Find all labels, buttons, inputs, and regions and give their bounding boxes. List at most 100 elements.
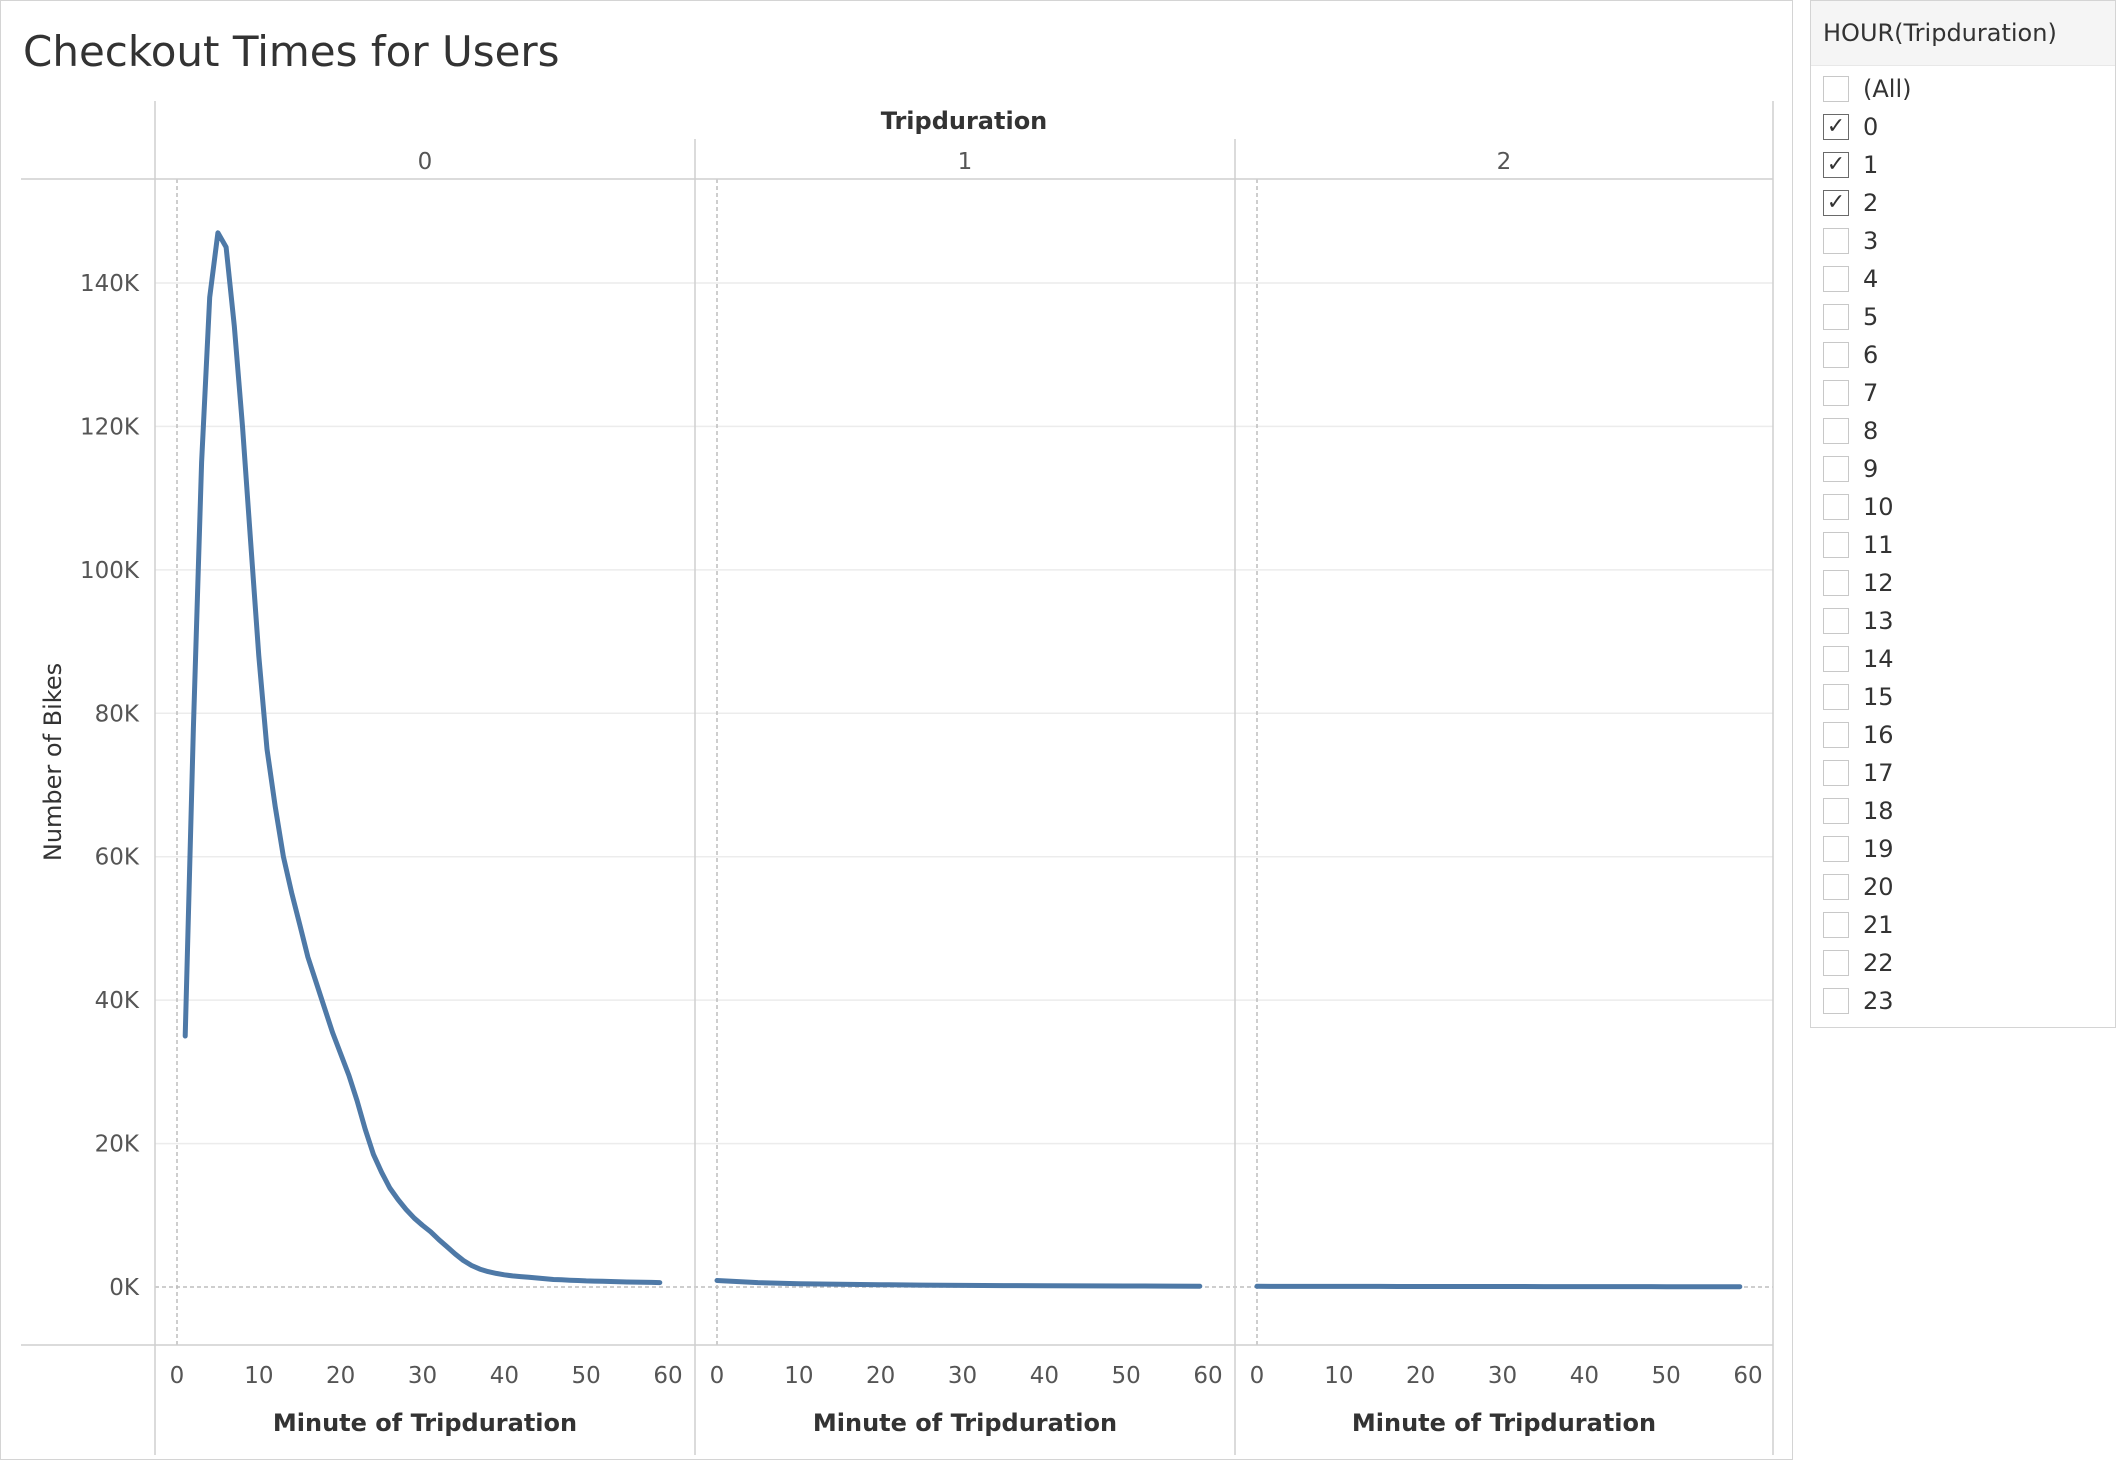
- filter-item[interactable]: ✓5: [1811, 298, 2115, 336]
- filter-item[interactable]: ✓10: [1811, 488, 2115, 526]
- x-tick-label: 20: [326, 1363, 355, 1389]
- filter-item[interactable]: ✓9: [1811, 450, 2115, 488]
- x-axis-title: Minute of Tripduration: [813, 1409, 1117, 1437]
- filter-item-label: 8: [1863, 417, 1878, 445]
- y-tick-label: 100K: [80, 558, 140, 584]
- filter-item[interactable]: ✓6: [1811, 336, 2115, 374]
- x-tick-label: 40: [1570, 1363, 1599, 1389]
- x-tick-label: 20: [866, 1363, 895, 1389]
- filter-item[interactable]: ✓ 12: [1811, 564, 2115, 602]
- filter-checkbox[interactable]: ✓: [1823, 190, 1849, 216]
- filter-item[interactable]: ✓ 15: [1811, 678, 2115, 716]
- filter-item[interactable]: ✓ 11: [1811, 526, 2115, 564]
- filter-item[interactable]: ✓ 20: [1811, 868, 2115, 906]
- filter-item-label: 0: [1863, 113, 1878, 141]
- filter-item[interactable]: ✓ 23: [1811, 982, 2115, 1020]
- x-axis-title: Minute of Tripduration: [273, 1409, 577, 1437]
- filter-item-label: 11: [1863, 531, 1894, 559]
- filter-item-label: 15: [1863, 683, 1894, 711]
- x-tick-label: 30: [408, 1363, 437, 1389]
- panel-header-label: 2: [1497, 149, 1512, 175]
- filter-checkbox[interactable]: ✓: [1823, 76, 1849, 102]
- filter-item[interactable]: ✓4: [1811, 260, 2115, 298]
- y-tick-label: 20K: [95, 1132, 140, 1158]
- x-tick-label: 30: [1488, 1363, 1517, 1389]
- filter-item-label: 9: [1863, 455, 1878, 483]
- panel-header-label: 0: [418, 149, 433, 175]
- filter-checkbox[interactable]: ✓: [1823, 494, 1849, 520]
- x-tick-label: 40: [1030, 1363, 1059, 1389]
- filter-checkbox[interactable]: ✓: [1823, 228, 1849, 254]
- filter-item[interactable]: ✓ 19: [1811, 830, 2115, 868]
- filter-checkbox[interactable]: ✓: [1823, 266, 1849, 292]
- x-tick-label: 0: [710, 1363, 725, 1389]
- y-tick-label: 60K: [95, 845, 140, 871]
- x-tick-label: 60: [1193, 1363, 1222, 1389]
- filter-item-label: 22: [1863, 949, 1894, 977]
- checkmark-icon: ✓: [1827, 192, 1845, 214]
- x-tick-label: 50: [572, 1363, 601, 1389]
- filter-checkbox[interactable]: ✓: [1823, 380, 1849, 406]
- filter-item[interactable]: ✓0: [1811, 108, 2115, 146]
- filter-item-label: 12: [1863, 569, 1894, 597]
- filter-checkbox[interactable]: ✓: [1823, 342, 1849, 368]
- x-tick-label: 10: [1324, 1363, 1353, 1389]
- x-tick-label: 10: [784, 1363, 813, 1389]
- filter-checkbox[interactable]: ✓: [1823, 608, 1849, 634]
- filter-item[interactable]: ✓(All): [1811, 70, 2115, 108]
- filter-checkbox[interactable]: ✓: [1823, 874, 1849, 900]
- filter-item[interactable]: ✓ 22: [1811, 944, 2115, 982]
- series-line-panel-1: [717, 1281, 1200, 1287]
- filter-item[interactable]: ✓ 18: [1811, 792, 2115, 830]
- x-axis-title: Minute of Tripduration: [1352, 1409, 1656, 1437]
- filter-checkbox[interactable]: ✓: [1823, 798, 1849, 824]
- filter-checkbox[interactable]: ✓: [1823, 950, 1849, 976]
- x-tick-label: 10: [244, 1363, 273, 1389]
- filter-checkbox[interactable]: ✓: [1823, 304, 1849, 330]
- x-tick-label: 30: [948, 1363, 977, 1389]
- filter-checkbox[interactable]: ✓: [1823, 532, 1849, 558]
- filter-item[interactable]: ✓1: [1811, 146, 2115, 184]
- column-header-title: Tripduration: [881, 107, 1048, 135]
- filter-item[interactable]: ✓7: [1811, 374, 2115, 412]
- y-tick-label: 80K: [95, 701, 140, 727]
- filter-item[interactable]: ✓2: [1811, 184, 2115, 222]
- filter-checkbox[interactable]: ✓: [1823, 912, 1849, 938]
- filter-checkbox[interactable]: ✓: [1823, 760, 1849, 786]
- filter-checkbox[interactable]: ✓: [1823, 152, 1849, 178]
- hour-filter-panel: HOUR(Tripduration) ✓(All)✓0✓1✓2✓3✓4✓5✓6✓…: [1810, 0, 2116, 1028]
- filter-checkbox[interactable]: ✓: [1823, 722, 1849, 748]
- filter-item-label: 23: [1863, 987, 1894, 1015]
- filter-item-label: 18: [1863, 797, 1894, 825]
- panel-header-label: 1: [958, 149, 973, 175]
- filter-item-label: 19: [1863, 835, 1894, 863]
- filter-item[interactable]: ✓13: [1811, 602, 2115, 640]
- y-tick-label: 120K: [80, 414, 140, 440]
- filter-item-label: 20: [1863, 873, 1894, 901]
- filter-checkbox[interactable]: ✓: [1823, 570, 1849, 596]
- filter-checkbox[interactable]: ✓: [1823, 836, 1849, 862]
- filter-checkbox[interactable]: ✓: [1823, 418, 1849, 444]
- filter-title: HOUR(Tripduration): [1811, 1, 2115, 66]
- checkmark-icon: ✓: [1827, 154, 1845, 176]
- filter-item-label: 6: [1863, 341, 1878, 369]
- filter-item-label: 4: [1863, 265, 1878, 293]
- filter-checkbox[interactable]: ✓: [1823, 988, 1849, 1014]
- filter-item[interactable]: ✓8: [1811, 412, 2115, 450]
- filter-item[interactable]: ✓3: [1811, 222, 2115, 260]
- filter-item-label: 2: [1863, 189, 1878, 217]
- filter-item[interactable]: ✓16: [1811, 716, 2115, 754]
- filter-checkbox[interactable]: ✓: [1823, 646, 1849, 672]
- filter-item[interactable]: ✓ 21: [1811, 906, 2115, 944]
- filter-checkbox[interactable]: ✓: [1823, 114, 1849, 140]
- filter-item-label: 1: [1863, 151, 1878, 179]
- filter-item-label: 21: [1863, 911, 1894, 939]
- series-line-panel-0: [185, 233, 660, 1283]
- filter-item[interactable]: ✓14: [1811, 640, 2115, 678]
- filter-checkbox[interactable]: ✓: [1823, 456, 1849, 482]
- filter-item[interactable]: ✓ 17: [1811, 754, 2115, 792]
- y-tick-label: 0K: [109, 1275, 140, 1301]
- filter-item-label: 17: [1863, 759, 1894, 787]
- filter-checkbox[interactable]: ✓: [1823, 684, 1849, 710]
- filter-item-label: 7: [1863, 379, 1878, 407]
